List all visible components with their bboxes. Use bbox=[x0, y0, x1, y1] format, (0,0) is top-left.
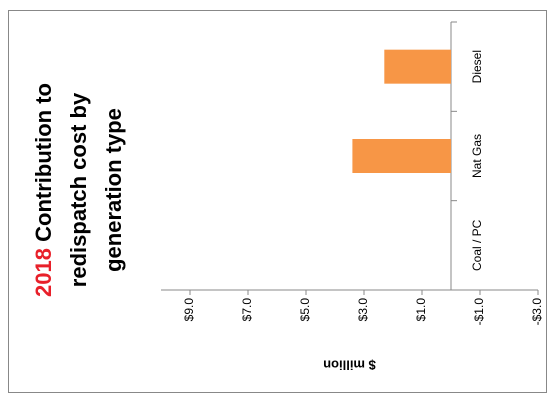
category-label: Coal / PC bbox=[470, 219, 484, 271]
title-line: redispatch cost by bbox=[66, 92, 91, 287]
chart-frame bbox=[8, 10, 547, 393]
title-highlight: 2018 bbox=[31, 248, 56, 297]
y-tick-label: $9.0 bbox=[182, 298, 196, 322]
title-line: 2018 Contribution to bbox=[31, 83, 56, 297]
bar bbox=[352, 139, 451, 173]
title-line: generation type bbox=[101, 108, 126, 272]
title-text: Contribution to bbox=[31, 83, 56, 242]
chart-title: 2018 Contribution to redispatch cost by ge… bbox=[31, 83, 126, 297]
y-tick-label: $1.0 bbox=[414, 298, 428, 322]
y-tick-label: -$1.0 bbox=[472, 298, 486, 326]
y-tick-label: $5.0 bbox=[298, 298, 312, 322]
y-tick-label: -$3.0 bbox=[530, 298, 544, 326]
bar bbox=[384, 49, 451, 84]
y-tick-label: $3.0 bbox=[356, 298, 370, 322]
category-label: Nat Gas bbox=[470, 134, 484, 178]
y-tick-label: $7.0 bbox=[240, 298, 254, 322]
category-label: Diesel bbox=[470, 50, 484, 83]
axis-title: $ million bbox=[323, 358, 376, 373]
